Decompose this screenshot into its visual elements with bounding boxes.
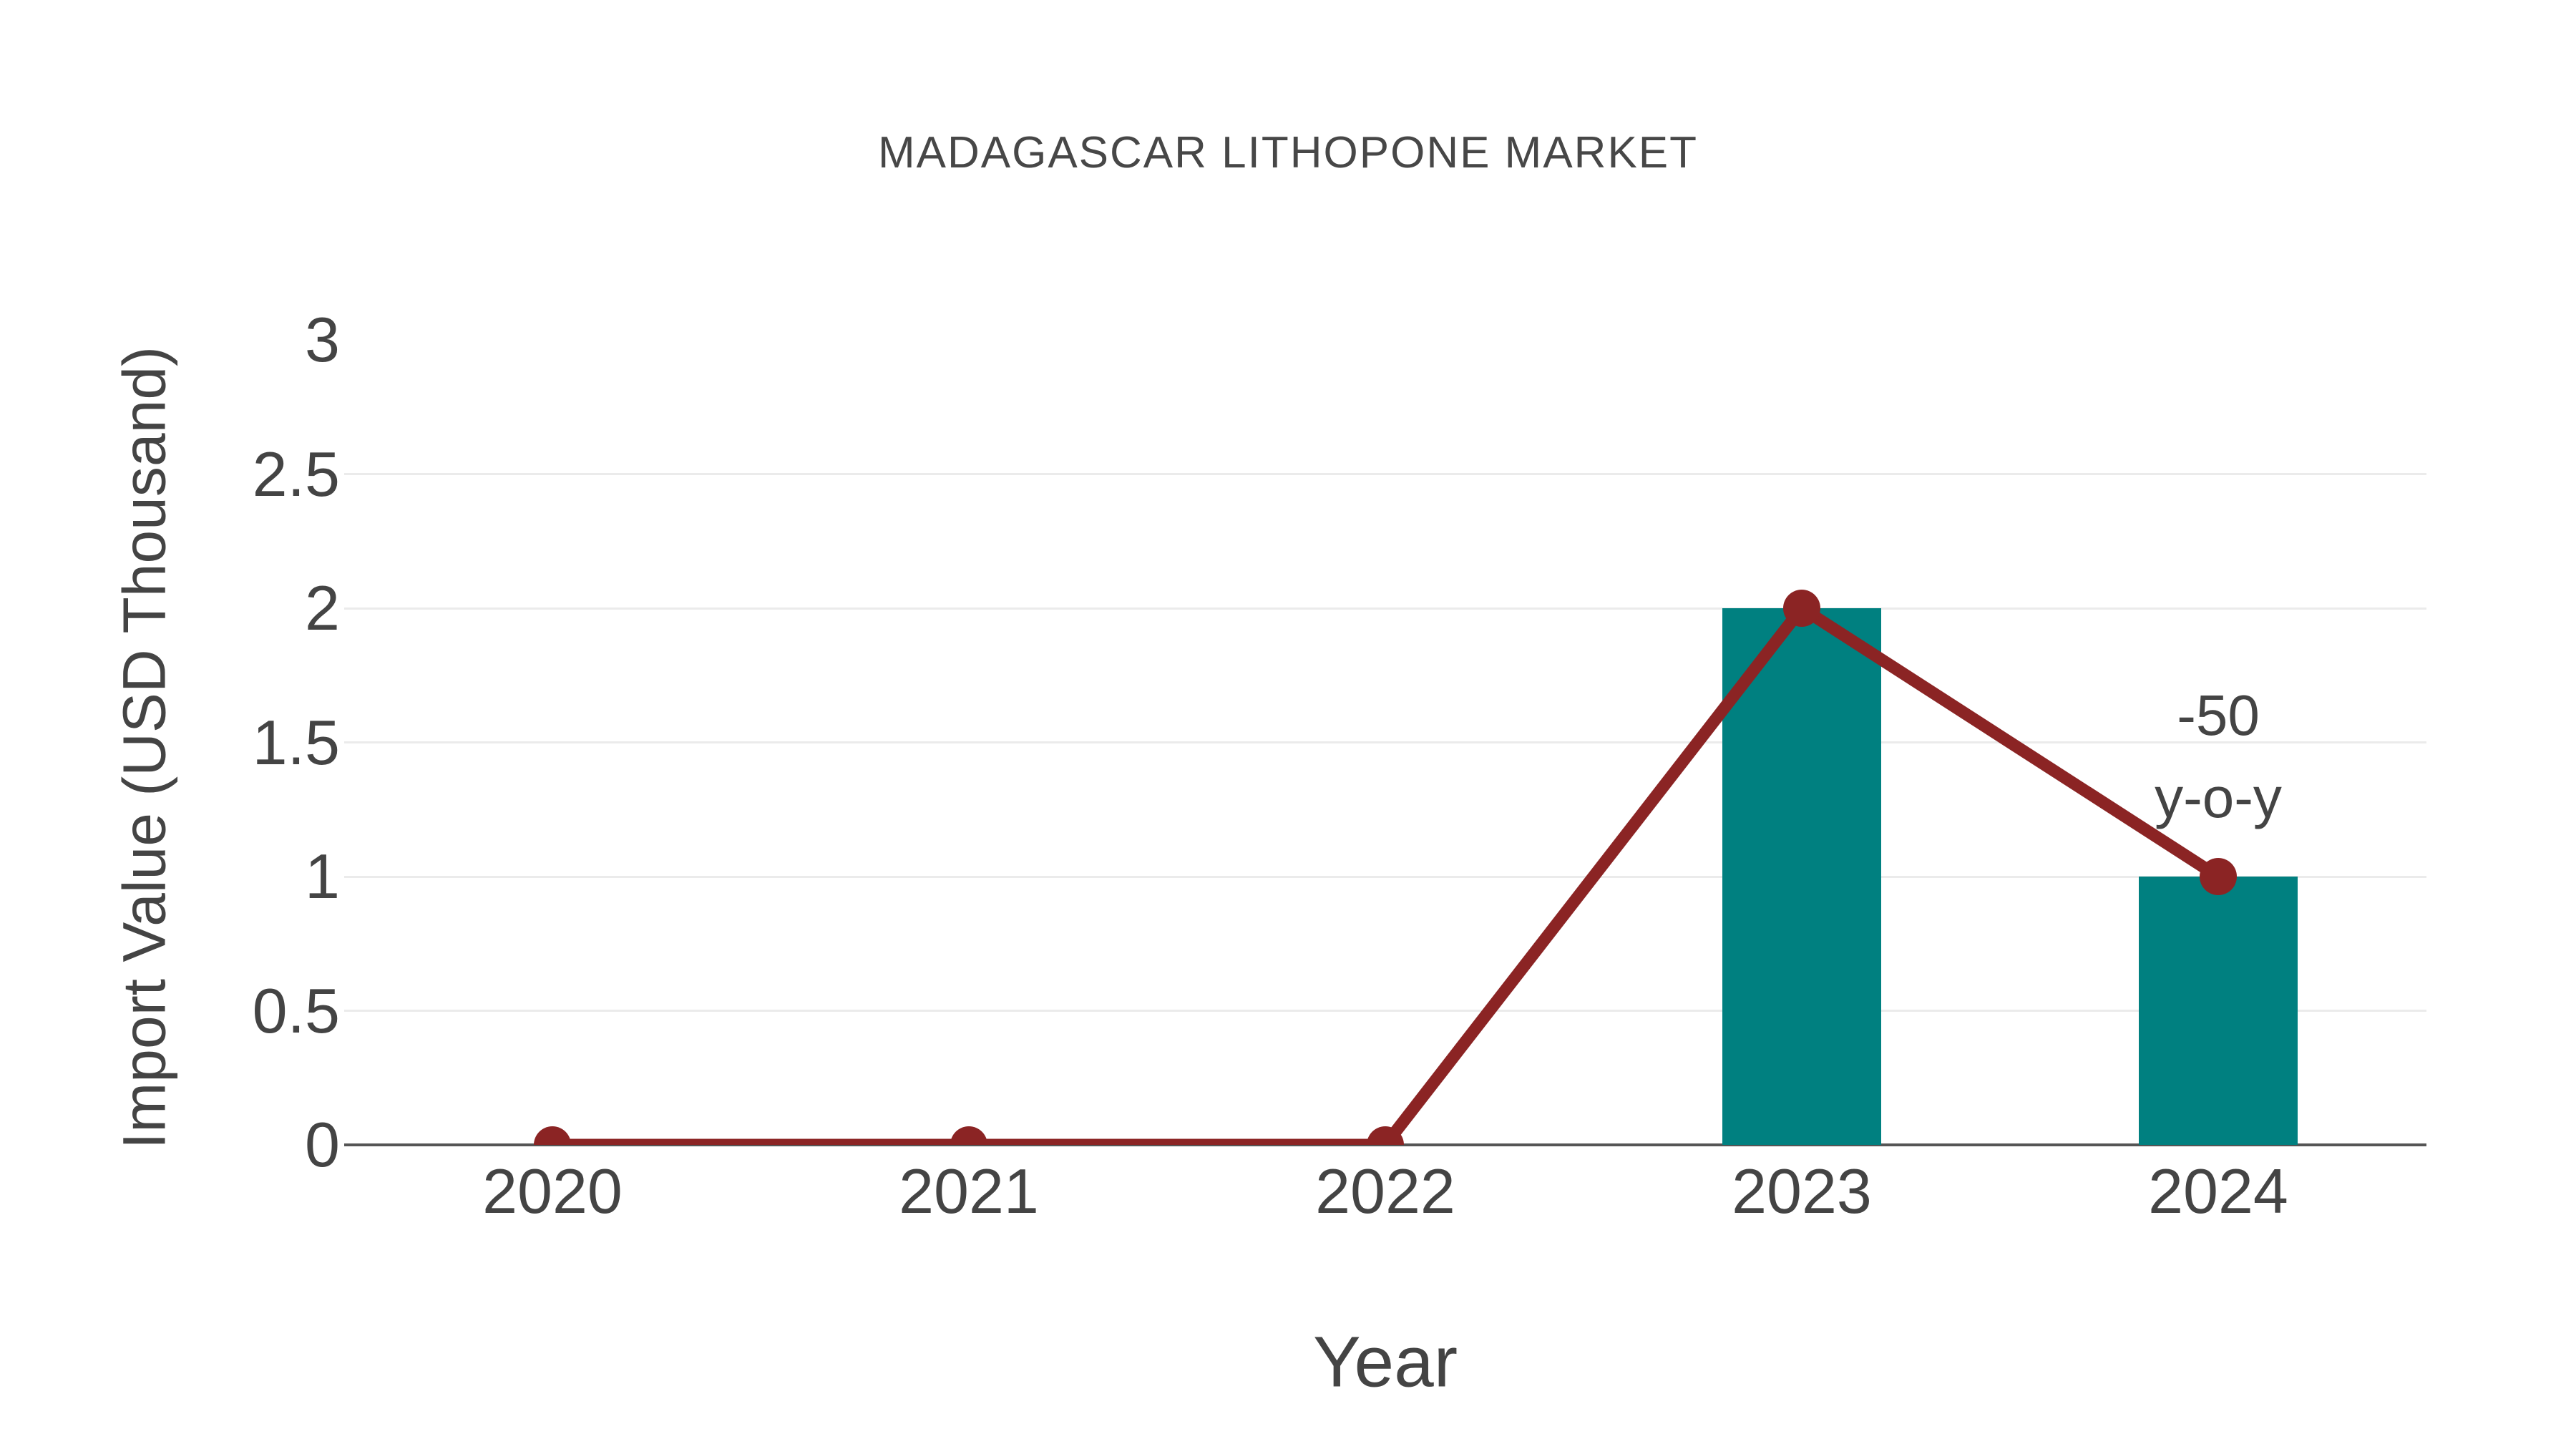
x-tick-label-2020: 2020 bbox=[482, 1156, 623, 1226]
data-point-2020 bbox=[534, 1126, 571, 1145]
gridline-y-1 bbox=[344, 875, 2426, 878]
y-tick-label-1: 1 bbox=[305, 841, 340, 912]
plot-area bbox=[344, 340, 2426, 1145]
x-axis-title: Year bbox=[1312, 1322, 1458, 1402]
annotation-value: -50 bbox=[2177, 683, 2260, 747]
data-point-2021 bbox=[950, 1126, 987, 1145]
chart-title: MADAGASCAR LITHOPONE MARKET bbox=[877, 128, 1699, 177]
gridline-y-2.5 bbox=[344, 473, 2426, 475]
data-point-2024 bbox=[2200, 858, 2237, 895]
annotation-label: y-o-y bbox=[2155, 766, 2282, 829]
bar-2023 bbox=[1722, 608, 1881, 1145]
y-tick-label-0: 0 bbox=[305, 1109, 340, 1180]
data-point-2023 bbox=[1783, 590, 1820, 627]
x-tick-label-2021: 2021 bbox=[899, 1156, 1039, 1226]
x-tick-label-2024: 2024 bbox=[2148, 1156, 2288, 1226]
y-tick-label-3: 3 bbox=[305, 304, 340, 375]
line-series bbox=[534, 590, 2237, 1145]
y-axis-title: Import Value (USD Thousand) bbox=[110, 346, 178, 1150]
gridline-y-1.5 bbox=[344, 741, 2426, 743]
y-tick-label-2: 2 bbox=[305, 572, 340, 643]
annotation-yoy: -50 y-o-y bbox=[2155, 674, 2282, 839]
x-tick-label-2022: 2022 bbox=[1315, 1156, 1455, 1226]
y-tick-label-2.5: 2.5 bbox=[252, 438, 340, 509]
bar-2024 bbox=[2139, 877, 2298, 1145]
x-axis-line bbox=[344, 1143, 2426, 1146]
data-point-2022 bbox=[1367, 1126, 1404, 1145]
gridline-y-2 bbox=[344, 607, 2426, 610]
y-tick-label-1.5: 1.5 bbox=[252, 706, 340, 778]
x-tick-label-2023: 2023 bbox=[1732, 1156, 1872, 1226]
y-tick-label-0.5: 0.5 bbox=[252, 975, 340, 1046]
gridline-y-0.5 bbox=[344, 1010, 2426, 1012]
trend-line bbox=[552, 600, 2222, 1145]
